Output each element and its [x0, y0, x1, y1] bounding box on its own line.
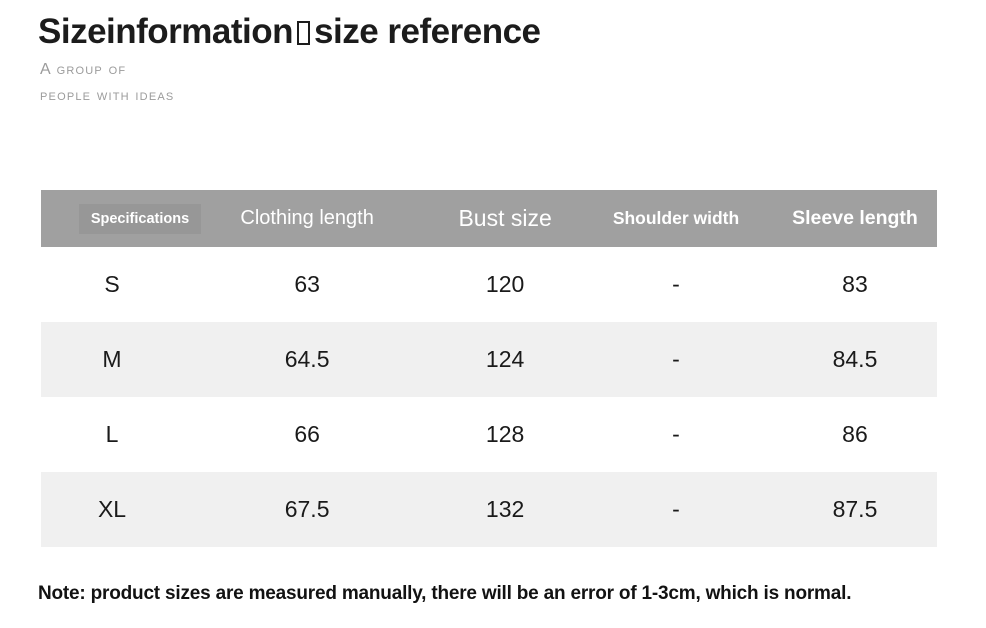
shoulder-width-cell: -: [672, 496, 680, 522]
sleeve-length-cell: 84.5: [832, 346, 878, 372]
bust-size-cell: 128: [485, 421, 525, 447]
size-cell: M: [102, 346, 122, 372]
sleeve-length-cell: 86: [842, 421, 868, 447]
size-table: Specifications Clothing length Bust size…: [41, 190, 937, 547]
clothing-length-cell: 66: [294, 421, 320, 447]
header-cell-clothing-length: Clothing length: [240, 207, 374, 229]
table-row-s: S 63 120 - 83: [41, 247, 937, 322]
title-part-1: Sizeinformation: [38, 12, 294, 51]
measurement-note: Note: product sizes are measured manuall…: [38, 583, 852, 604]
bust-size-cell: 124: [485, 346, 525, 372]
shoulder-width-cell: -: [672, 421, 680, 447]
size-cell: L: [105, 421, 119, 447]
table-row-l: L 66 128 - 86: [41, 397, 937, 472]
size-cell: S: [104, 271, 120, 297]
title-part-2: size reference: [314, 12, 541, 51]
table-header-row: Specifications Clothing length Bust size…: [41, 190, 937, 247]
table-row-m: M 64.5 124 - 84.5: [41, 322, 937, 397]
sleeve-length-cell: 83: [842, 271, 868, 297]
page-title: Sizeinformation size reference: [38, 12, 541, 52]
specifications-label: Specifications: [78, 203, 202, 234]
shoulder-width-cell: -: [672, 271, 680, 297]
sleeve-length-cell: 87.5: [832, 496, 878, 522]
header-cell-bust-size: Bust size: [458, 205, 552, 231]
header-cell-sleeve-length: Sleeve length: [792, 207, 918, 229]
size-cell: XL: [97, 496, 127, 522]
bust-size-cell: 120: [485, 271, 525, 297]
tagline-line-2: people with ideas: [40, 87, 175, 104]
clothing-length-cell: 67.5: [284, 496, 330, 522]
brand-tagline: A group of people with ideas: [40, 57, 174, 109]
tagline-line-1: A group of: [40, 61, 127, 78]
clothing-length-cell: 64.5: [284, 346, 330, 372]
clothing-length-cell: 63: [294, 271, 320, 297]
header-cell-specifications: Specifications: [41, 203, 202, 234]
shoulder-width-cell: -: [672, 346, 680, 372]
table-row-xl: XL 67.5 132 - 87.5: [41, 472, 937, 547]
header-cell-shoulder-width: Shoulder width: [612, 208, 740, 228]
missing-glyph-box: [297, 21, 311, 45]
bust-size-cell: 132: [485, 496, 525, 522]
